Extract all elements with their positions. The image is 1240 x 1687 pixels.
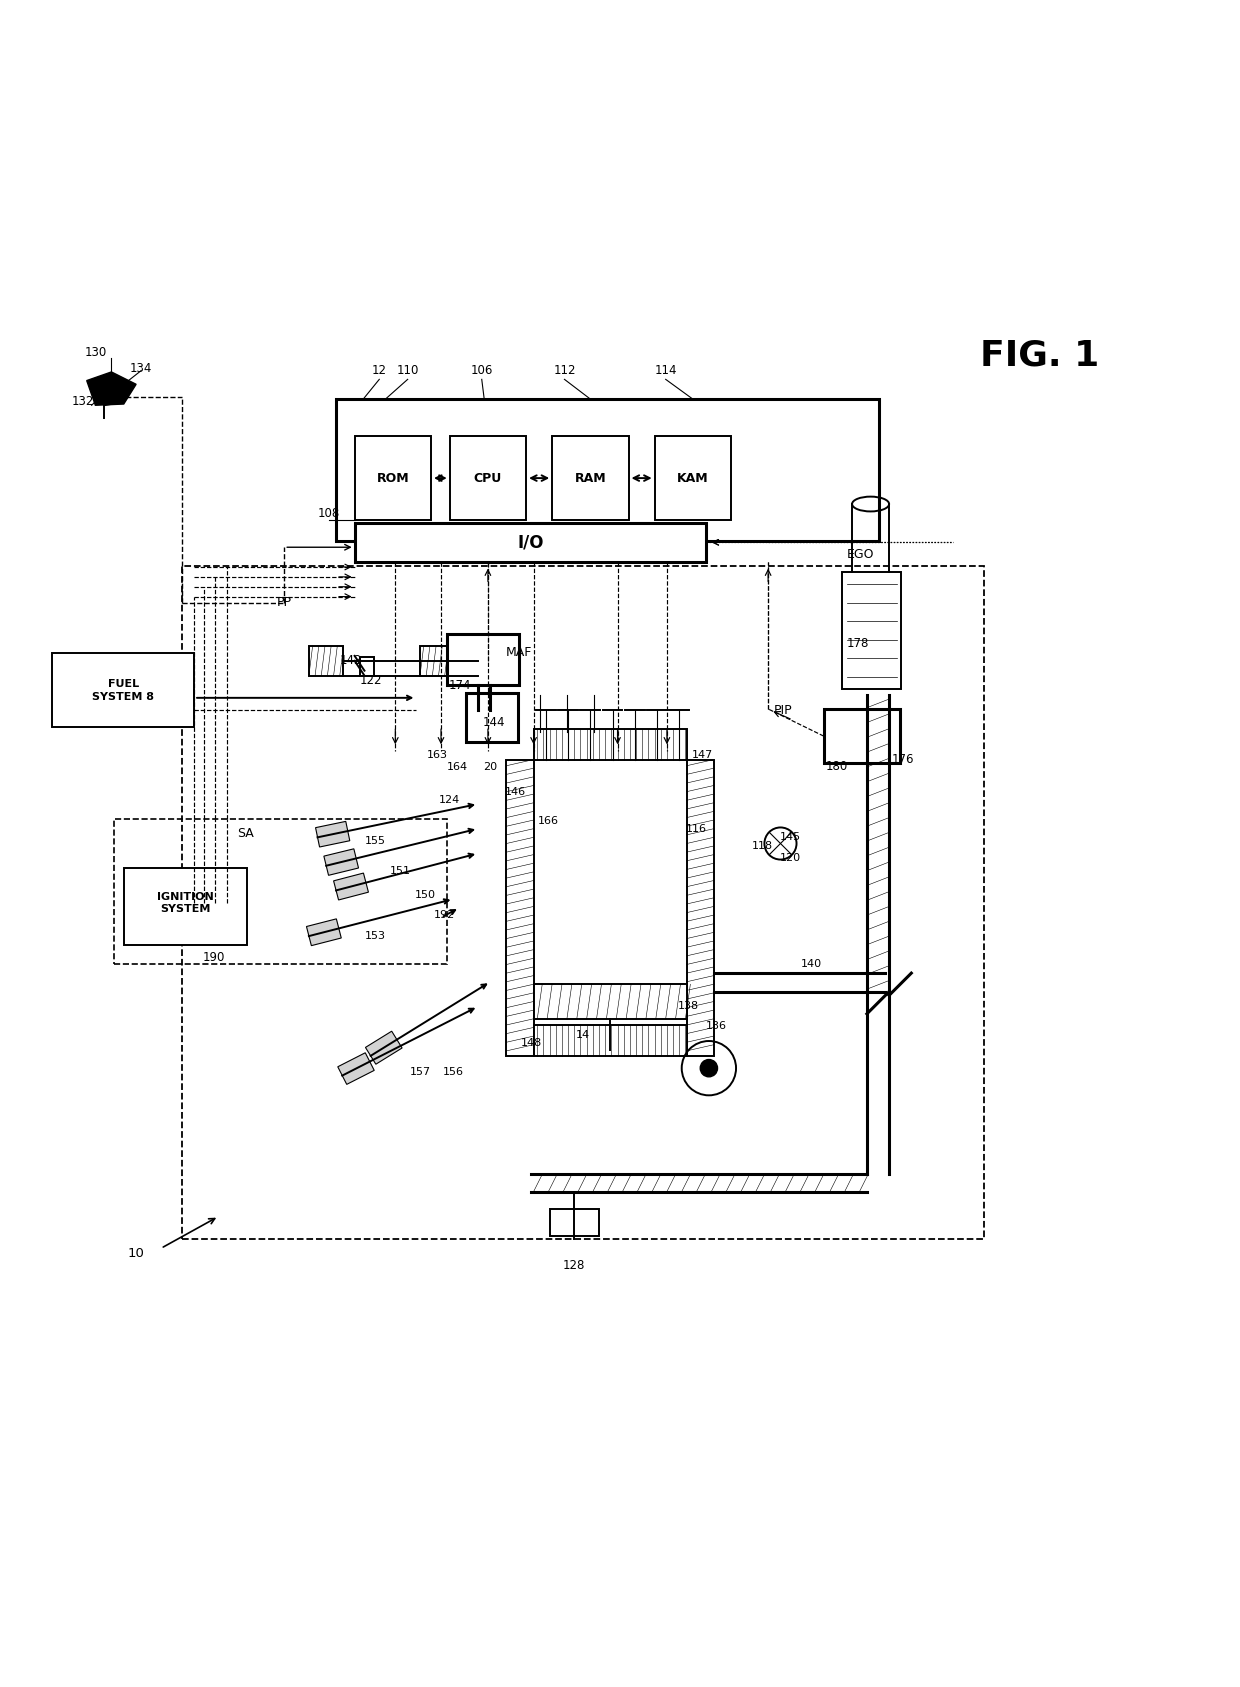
Text: 114: 114: [655, 364, 677, 376]
Text: I/O: I/O: [517, 533, 544, 552]
Text: 132: 132: [72, 395, 94, 408]
Text: 192: 192: [434, 909, 455, 919]
Text: 20: 20: [484, 763, 497, 773]
Text: 142: 142: [340, 655, 362, 668]
Text: 157: 157: [409, 1066, 430, 1076]
Text: 136: 136: [706, 1021, 727, 1031]
Text: 180: 180: [826, 761, 848, 773]
Text: EGO: EGO: [847, 548, 874, 562]
Polygon shape: [337, 1053, 374, 1085]
Polygon shape: [315, 822, 350, 847]
Bar: [842, 572, 901, 690]
Text: FUEL
SYSTEM 8: FUEL SYSTEM 8: [92, 680, 154, 702]
Text: 128: 128: [563, 1259, 585, 1272]
Text: 112: 112: [553, 364, 575, 376]
Text: 130: 130: [84, 346, 107, 359]
Text: RAM: RAM: [574, 472, 606, 484]
Text: IGNITION
SYSTEM: IGNITION SYSTEM: [157, 891, 213, 914]
Bar: [360, 658, 374, 675]
Text: KAM: KAM: [677, 472, 708, 484]
Text: 146: 146: [505, 786, 526, 796]
Polygon shape: [87, 371, 136, 405]
Bar: [552, 437, 629, 520]
Bar: [466, 693, 517, 742]
Text: PP: PP: [277, 596, 291, 609]
Text: 155: 155: [365, 837, 386, 847]
Text: 120: 120: [780, 854, 801, 864]
Bar: [533, 984, 687, 1019]
Polygon shape: [306, 919, 341, 946]
Bar: [114, 818, 448, 965]
Text: 150: 150: [414, 891, 435, 901]
Bar: [182, 565, 985, 1238]
Text: 148: 148: [521, 1039, 542, 1049]
Text: 124: 124: [439, 795, 460, 805]
Text: 122: 122: [360, 675, 382, 687]
Text: 134: 134: [130, 361, 153, 375]
Text: 176: 176: [892, 752, 914, 766]
Bar: [506, 759, 533, 1056]
Polygon shape: [324, 849, 358, 876]
Text: SA: SA: [238, 827, 254, 840]
Text: CPU: CPU: [474, 472, 502, 484]
Circle shape: [701, 1059, 718, 1076]
Text: 156: 156: [443, 1066, 464, 1076]
Text: 164: 164: [446, 763, 467, 773]
Text: 10: 10: [128, 1247, 145, 1260]
Bar: [336, 400, 879, 542]
Bar: [448, 634, 518, 685]
Text: 140: 140: [801, 960, 822, 970]
Bar: [52, 653, 195, 727]
Text: PIP: PIP: [774, 703, 792, 717]
Polygon shape: [366, 1031, 402, 1064]
Text: ROM: ROM: [377, 472, 409, 484]
Polygon shape: [334, 874, 368, 899]
Text: 166: 166: [538, 817, 559, 827]
Text: 144: 144: [482, 715, 506, 729]
Text: 145: 145: [780, 832, 801, 842]
Text: 106: 106: [470, 364, 494, 376]
Text: 118: 118: [751, 840, 773, 850]
Bar: [420, 646, 448, 675]
Text: 174: 174: [449, 678, 471, 692]
Bar: [309, 646, 343, 675]
Bar: [450, 437, 526, 520]
Text: 153: 153: [365, 931, 386, 941]
Text: 14: 14: [575, 1029, 590, 1039]
Bar: [355, 437, 432, 520]
Bar: [533, 729, 687, 759]
Bar: [549, 1210, 599, 1237]
Bar: [655, 437, 732, 520]
Text: 163: 163: [427, 749, 448, 759]
Text: 178: 178: [847, 638, 869, 649]
Bar: [823, 709, 900, 763]
Text: FIG. 1: FIG. 1: [980, 339, 1100, 373]
Bar: [687, 759, 714, 1056]
Text: 151: 151: [389, 865, 410, 876]
Bar: [124, 869, 247, 945]
Text: 190: 190: [203, 950, 226, 963]
Text: 12: 12: [372, 364, 387, 376]
Text: 147: 147: [692, 749, 713, 759]
Text: 116: 116: [686, 823, 707, 833]
Text: 138: 138: [677, 1002, 698, 1012]
Bar: [355, 523, 707, 562]
Bar: [533, 1026, 687, 1056]
Text: MAF: MAF: [506, 646, 532, 658]
Text: 110: 110: [397, 364, 419, 376]
Text: 108: 108: [317, 508, 340, 520]
